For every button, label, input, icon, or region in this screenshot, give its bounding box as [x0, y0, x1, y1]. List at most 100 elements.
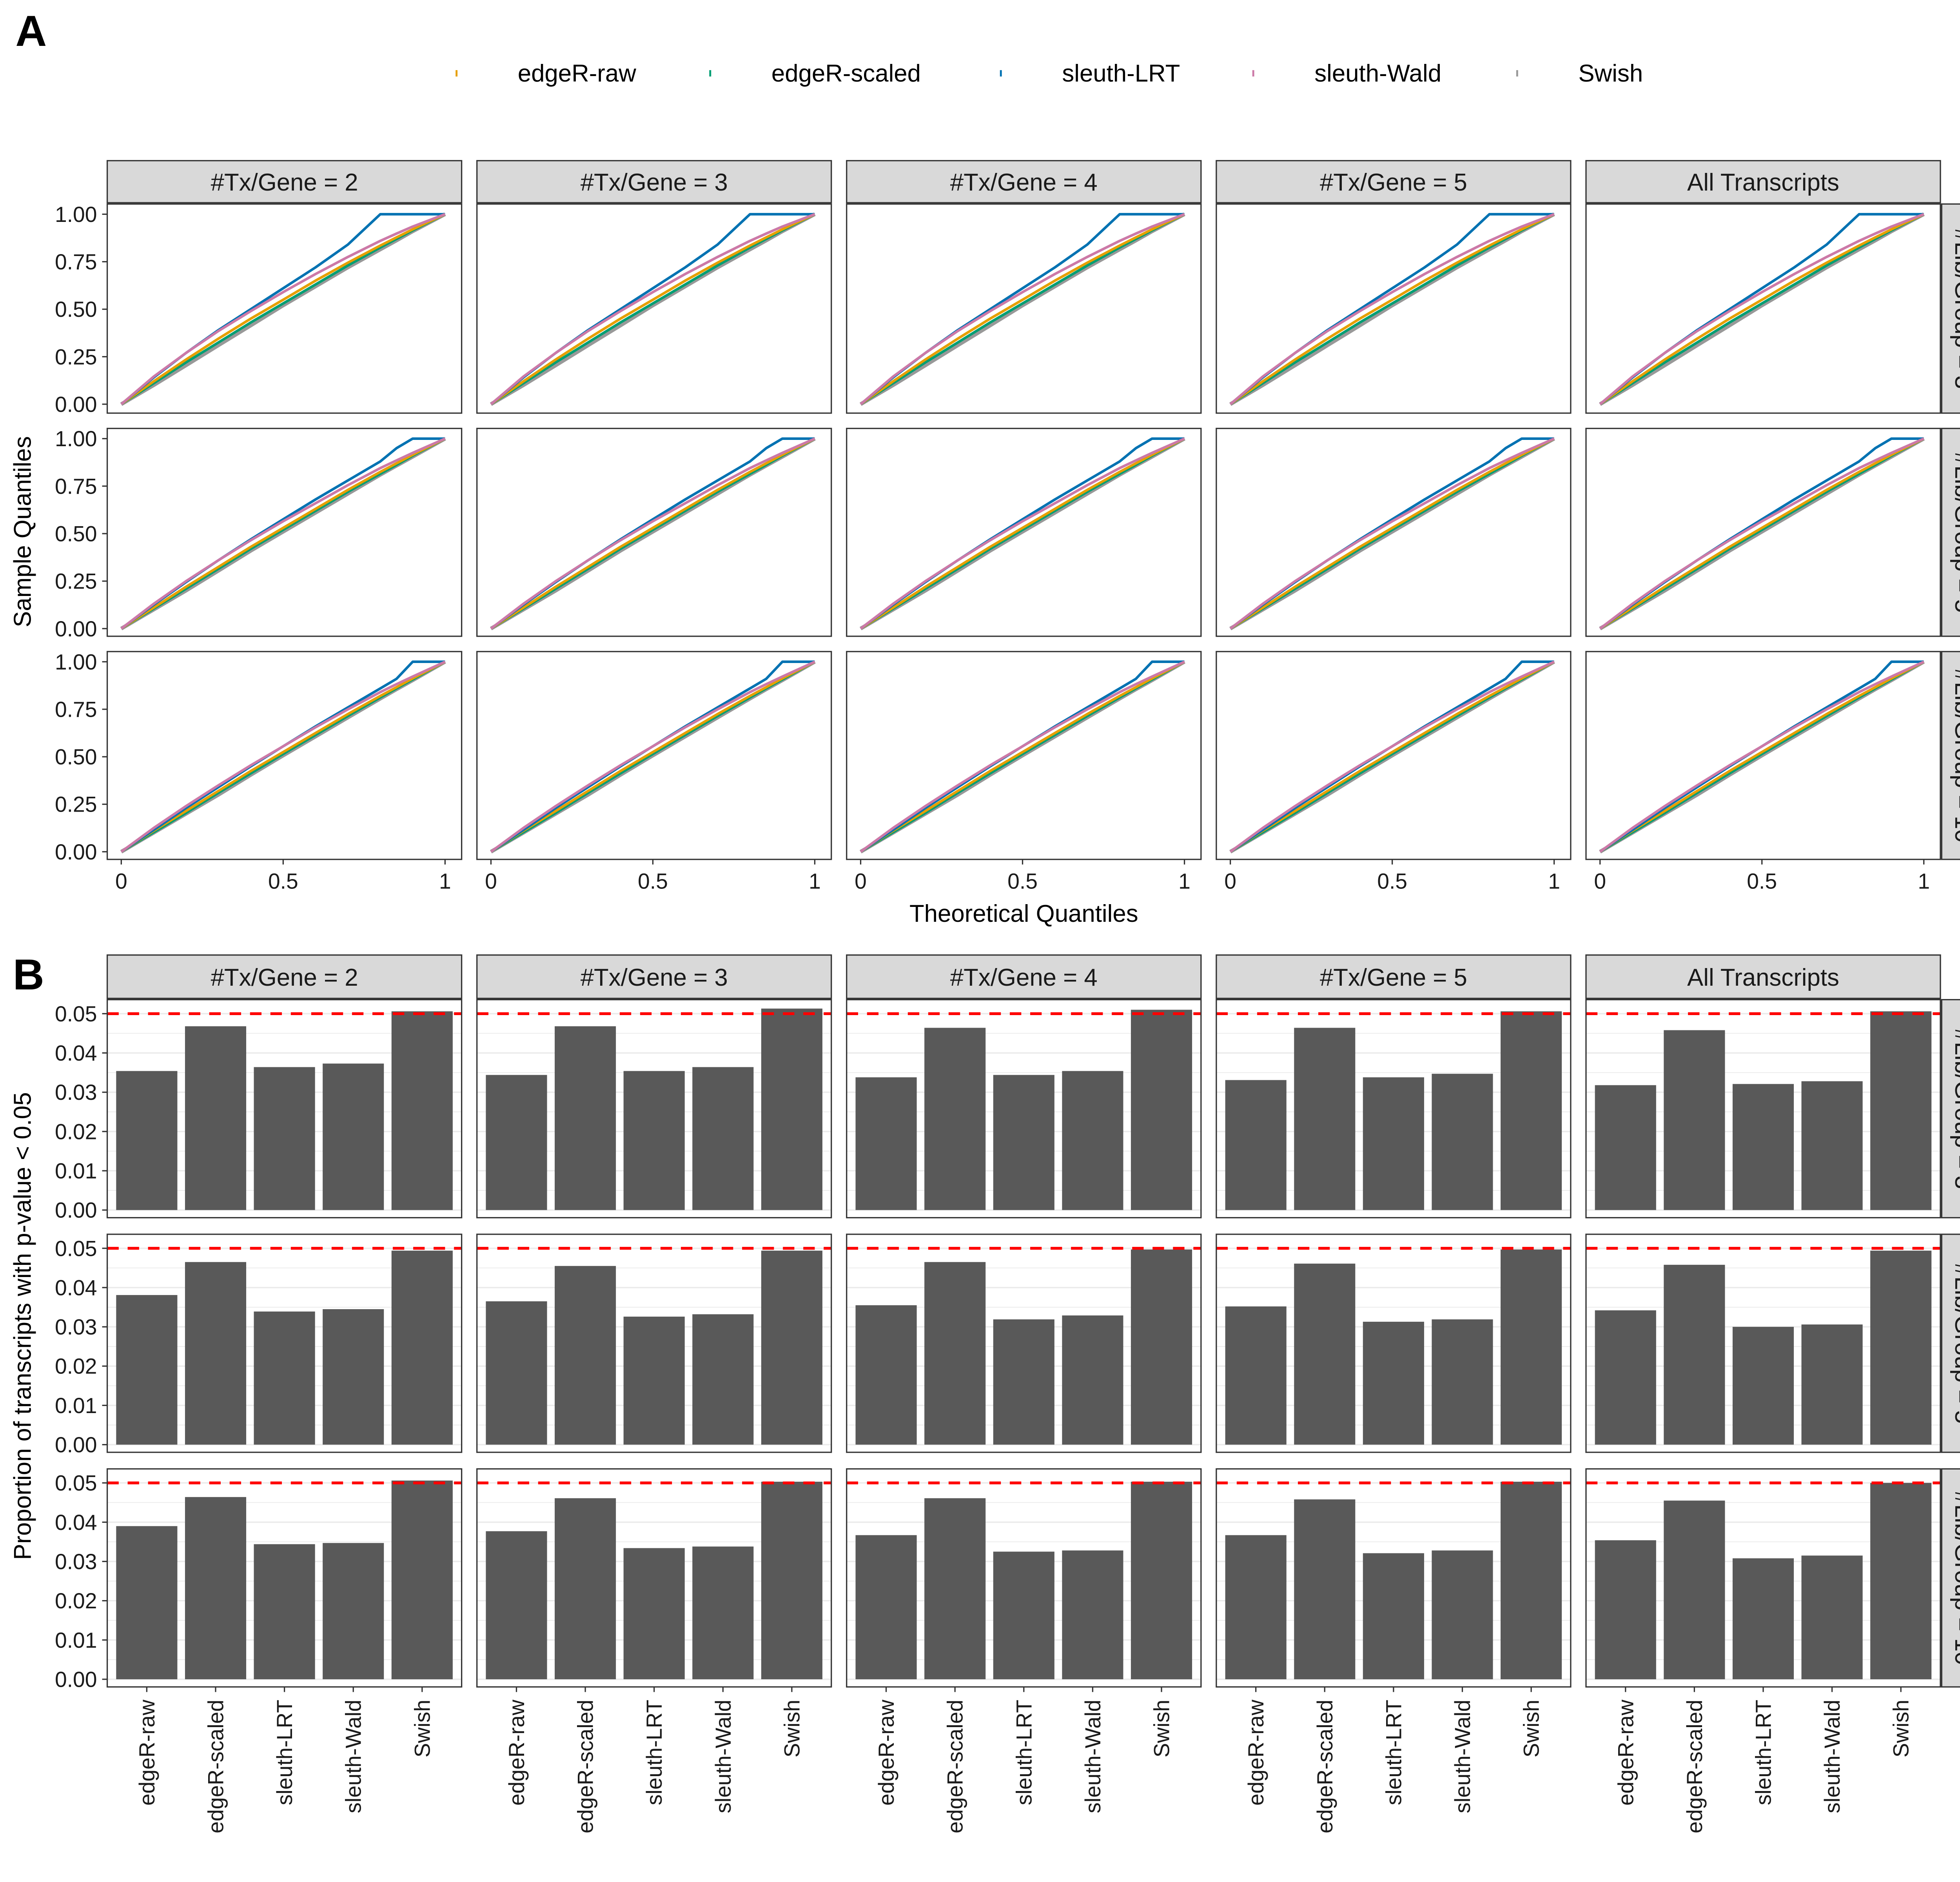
bar-sleuth-LRT — [254, 1312, 315, 1445]
qq-panel — [476, 428, 832, 637]
column-strip — [106, 954, 463, 999]
qq-line-edgeR-raw — [1599, 213, 1925, 405]
bar-Swish — [391, 1250, 453, 1445]
y-tick-label: 0.00 — [55, 1433, 97, 1457]
bar-sleuth-Wald — [1801, 1555, 1863, 1679]
bar-edgeR-scaled — [555, 1498, 616, 1679]
bar-edgeR-scaled — [1294, 1499, 1356, 1679]
row-strip — [1941, 651, 1960, 860]
column-strip-label: #Tx/Gene = 4 — [950, 169, 1098, 196]
panel-border — [106, 1233, 463, 1453]
qq-line-sleuth-Wald — [490, 213, 815, 405]
qq-line-sleuth-Wald — [860, 437, 1185, 630]
qq-line-sleuth-Wald — [860, 213, 1185, 405]
bar-edgeR-raw — [1595, 1540, 1656, 1679]
x-tick-label: edgeR-scaled — [573, 1700, 598, 1833]
qq-line-sleuth-Wald — [120, 213, 446, 405]
y-tick-label: 0.00 — [55, 1198, 97, 1223]
x-tick-label: sleuth-LRT — [1751, 1700, 1775, 1805]
bar-sleuth-Wald — [1801, 1324, 1863, 1445]
bar-edgeR-raw — [486, 1075, 547, 1210]
qq-panel — [106, 651, 463, 860]
legend-label: sleuth-LRT — [1062, 60, 1180, 87]
y-tick-label: 0.04 — [55, 1275, 97, 1300]
bar-edgeR-scaled — [924, 1262, 986, 1445]
x-tick-label: 0.5 — [1007, 869, 1038, 894]
x-tick-label: edgeR-raw — [505, 1699, 529, 1806]
column-strip-label: #Tx/Gene = 3 — [581, 169, 728, 196]
qq-line-edgeR-raw — [120, 660, 446, 853]
bar-sleuth-Wald — [1062, 1315, 1123, 1445]
bar-edgeR-scaled — [1294, 1028, 1356, 1210]
x-tick-label: edgeR-scaled — [204, 1700, 228, 1833]
qq-line-sleuth-Wald — [860, 660, 1185, 853]
legend-item: sleuth-LRT — [1000, 60, 1180, 87]
qq-line-edgeR-scaled — [120, 213, 446, 405]
bar-sleuth-Wald — [1432, 1319, 1493, 1445]
x-tick-label: Swish — [1150, 1700, 1174, 1757]
qq-line-sleuth-Wald — [120, 660, 446, 853]
bar-edgeR-scaled — [555, 1266, 616, 1445]
bar-panel — [476, 1233, 832, 1453]
bar-chart-grid: #Tx/Gene = 2 #Tx/Gene = 3 #Tx/Gene = 4 #Tx/… — [9, 954, 1960, 1833]
bar-sleuth-LRT — [623, 1548, 685, 1679]
qq-panel — [846, 651, 1202, 860]
bar-edgeR-raw — [486, 1531, 547, 1679]
x-tick-label: 0 — [1594, 869, 1606, 894]
y-tick-label: 0.03 — [55, 1315, 97, 1339]
y-tick-label: 0.75 — [55, 474, 97, 498]
bar-edgeR-raw — [1595, 1085, 1656, 1210]
qq-line-sleuth-Wald — [120, 437, 446, 630]
x-tick-label: 0 — [1224, 869, 1236, 894]
bar-Swish — [391, 1011, 453, 1210]
bar-panel — [106, 1468, 463, 1688]
bar-sleuth-Wald — [323, 1543, 384, 1679]
qq-line-edgeR-raw — [490, 660, 815, 853]
qq-line-sleuth-Wald — [490, 437, 815, 630]
y-tick-label: 0.50 — [55, 745, 97, 769]
qq-panel — [476, 203, 832, 414]
column-strip-label: #Tx/Gene = 3 — [581, 964, 728, 991]
x-tick-label: 0.5 — [268, 869, 298, 894]
qq-line-edgeR-raw — [490, 213, 815, 405]
x-tick-label: sleuth-LRT — [272, 1700, 297, 1805]
bar-sleuth-LRT — [623, 1317, 685, 1445]
qq-line-edgeR-raw — [1599, 437, 1925, 630]
panel-border — [1585, 999, 1941, 1219]
x-tick-label: 0.5 — [638, 869, 668, 894]
qq-line-sleuth-Wald — [1229, 437, 1555, 630]
bar-Swish — [1870, 1011, 1932, 1210]
bar-sleuth-LRT — [993, 1075, 1054, 1210]
legend-label: Swish — [1578, 60, 1643, 87]
y-tick-label: 0.25 — [55, 569, 97, 594]
x-tick-label: 0.5 — [1377, 869, 1407, 894]
y-tick-label: 0.25 — [55, 792, 97, 817]
qq-line-edgeR-raw — [490, 437, 815, 630]
panel-label-b: B — [13, 951, 44, 999]
x-tick-label: edgeR-raw — [1244, 1699, 1268, 1806]
legend-item: Swish — [1516, 60, 1643, 87]
bar-panel — [476, 999, 832, 1219]
bar-edgeR-raw — [855, 1535, 917, 1679]
qq-line-edgeR-raw — [860, 213, 1185, 405]
bar-sleuth-Wald — [323, 1309, 384, 1445]
bar-Swish — [1870, 1483, 1932, 1679]
y-tick-label: 0.00 — [55, 617, 97, 641]
bar-panel — [846, 1468, 1202, 1688]
bar-sleuth-LRT — [1363, 1553, 1424, 1679]
x-tick-label: Swish — [410, 1700, 434, 1757]
bar-edgeR-scaled — [185, 1026, 247, 1210]
qq-panel — [106, 203, 463, 414]
bar-sleuth-Wald — [1062, 1550, 1123, 1679]
x-tick-label: sleuth-Wald — [1450, 1700, 1475, 1813]
bar-edgeR-scaled — [1294, 1263, 1356, 1445]
bar-Swish — [761, 1482, 822, 1679]
x-tick-label: edgeR-scaled — [1313, 1700, 1337, 1833]
row-strip-label: #Lib/Group = 3 — [1950, 1028, 1960, 1189]
bar-Swish — [1131, 1010, 1192, 1210]
row-strip — [1941, 1468, 1960, 1688]
panel-border — [846, 999, 1202, 1219]
qq-line-edgeR-raw — [1229, 213, 1555, 405]
bar-edgeR-raw — [1225, 1080, 1287, 1210]
